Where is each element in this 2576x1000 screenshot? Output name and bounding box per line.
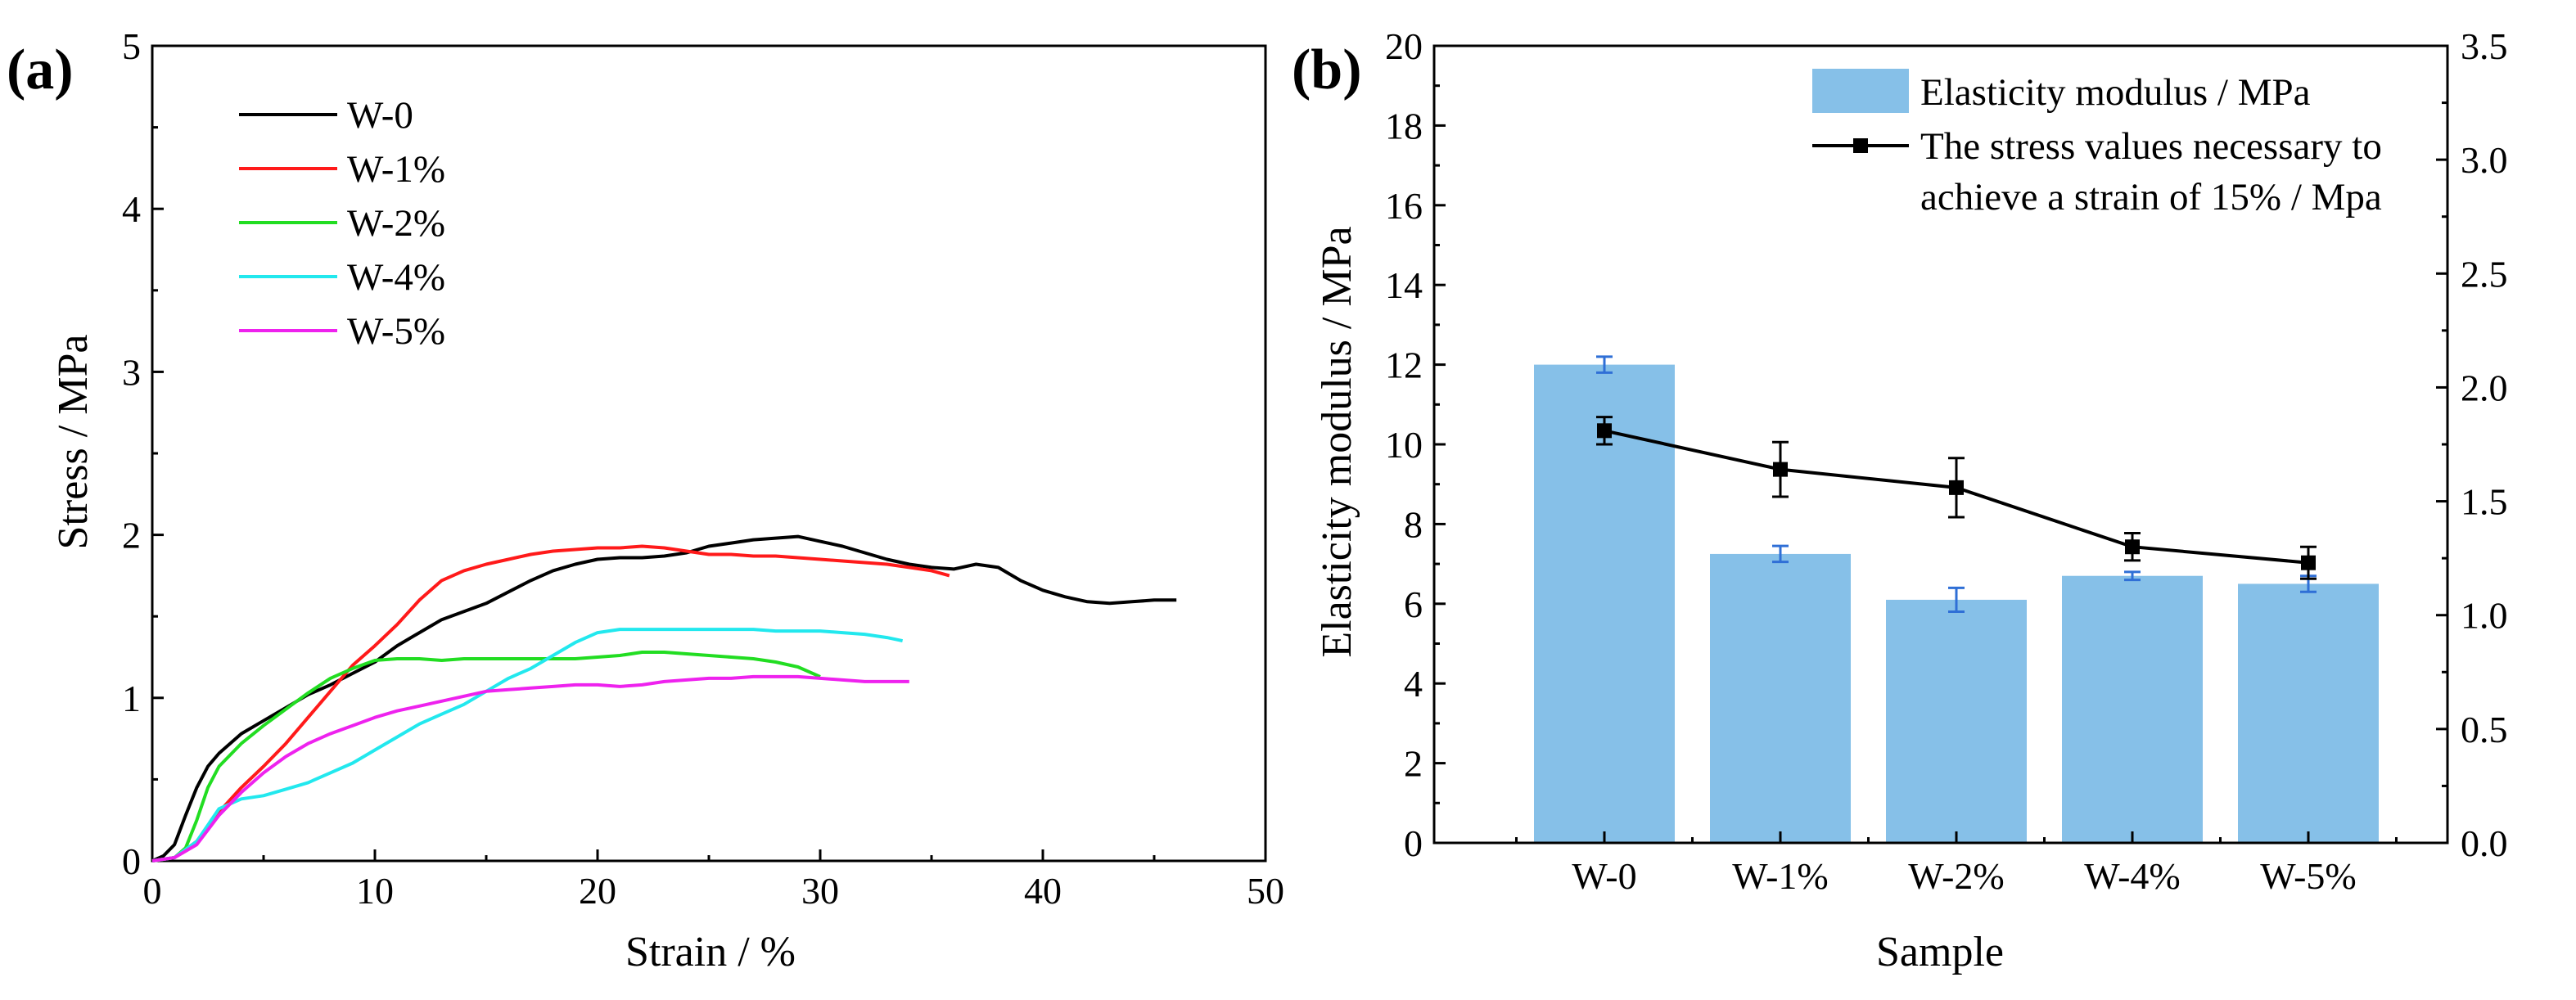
- legend-label-bar: Elasticity modulus / MPa: [1920, 71, 2311, 114]
- left-y-tick-label: 12: [1385, 345, 1423, 386]
- y-tick-label: 3: [122, 351, 141, 393]
- panel-b-x-axis-title: Sample: [1876, 929, 2004, 975]
- x-tick-label-W-0: W-0: [1572, 855, 1636, 897]
- y-tick-label: 0: [122, 840, 141, 882]
- left-y-tick-label: 2: [1404, 743, 1423, 785]
- legend-label-line-row: The stress values necessary to: [1920, 125, 2382, 168]
- bar-W-1%: [1710, 553, 1851, 843]
- x-tick-label-W-2%: W-2%: [1908, 855, 2005, 897]
- left-y-tick-label: 6: [1404, 583, 1423, 625]
- right-y-tick-label: 2.5: [2461, 253, 2508, 295]
- x-tick-label-W-5%: W-5%: [2260, 855, 2357, 897]
- left-y-tick-label: 20: [1385, 25, 1423, 67]
- x-tick-label: 0: [143, 870, 162, 912]
- legend-label-W-2%: W-2%: [347, 202, 445, 245]
- right-y-tick-label: 0.0: [2461, 822, 2508, 864]
- right-y-tick-label: 3.0: [2461, 139, 2508, 181]
- series-line-W-2%: [151, 651, 821, 863]
- x-tick-label: 30: [801, 870, 839, 912]
- panel-b-y-axis-title: Elasticity modulus / MPa: [1314, 226, 1360, 657]
- x-tick-label: 20: [579, 870, 616, 912]
- y-tick-label: 2: [122, 515, 141, 556]
- panel-b-label: (b): [1292, 38, 1362, 101]
- y-tick-label: 5: [122, 25, 141, 67]
- x-tick-label-W-4%: W-4%: [2084, 855, 2181, 897]
- series-line-W-1%: [151, 544, 950, 863]
- stress-marker-W-1%: [1773, 462, 1788, 477]
- left-y-tick-label: 18: [1385, 105, 1423, 146]
- legend-label-W-0: W-0: [347, 94, 413, 137]
- x-tick-label: 10: [356, 870, 394, 912]
- right-y-tick-label: 2.0: [2461, 367, 2508, 408]
- left-y-tick-label: 16: [1385, 185, 1423, 227]
- panel-a-y-axis-title: Stress / MPa: [50, 335, 97, 550]
- right-y-tick-label: 0.5: [2461, 709, 2508, 750]
- series-line-W-0: [151, 534, 1177, 863]
- right-y-tick-label: 1.5: [2461, 481, 2508, 523]
- series-line-W-4%: [151, 628, 904, 863]
- panel-a-x-axis-title: Strain / %: [625, 929, 796, 975]
- series-line-W-5%: [151, 674, 909, 863]
- panel-b-plot-area: 0 2 4 6 8 10 12 14 16 18 20 0.0 0.5 1.0 1.5 2.0 2.5 3.0 3.…: [1385, 25, 2508, 897]
- panel-a-plot-area: 0 10 20 30 40 50 0 1 2 3 4 5 W-0 W-1% W-2% W-4% W-5%: [122, 25, 1284, 912]
- legend-label-W-4%: W-4%: [347, 256, 445, 299]
- bar-W-2%: [1886, 599, 2027, 843]
- right-y-tick-label: 3.5: [2461, 25, 2508, 67]
- legend-label-line-row: achieve a strain of 15% / Mpa: [1920, 176, 2382, 218]
- left-y-tick-label: 4: [1404, 663, 1423, 705]
- bar-W-4%: [2062, 575, 2203, 843]
- panel-a-label: (a): [7, 38, 74, 101]
- legend-swatch-marker: [1853, 138, 1868, 153]
- y-tick-label: 1: [122, 678, 141, 719]
- left-y-tick-label: 0: [1404, 822, 1423, 864]
- left-y-tick-label: 8: [1404, 503, 1423, 545]
- stress-marker-W-4%: [2125, 539, 2140, 555]
- x-tick-label: 40: [1024, 870, 1062, 912]
- stress-marker-W-2%: [1949, 480, 1964, 495]
- panel-a-stress-strain-chart: (a) 0 10 20 30 40 50 0 1 2 3 4 5 W-0 W-1% W-2% W-4% W-5%…: [7, 25, 1284, 975]
- panel-b-modulus-chart: (b) 0 2 4 6 8 10 12 14 16 18 20 0.0 0.5 1.0 1.5 2.0 2.5 3…: [1292, 25, 2508, 975]
- stress-marker-W-0: [1597, 423, 1612, 439]
- legend-label-W-1%: W-1%: [347, 148, 445, 191]
- left-y-tick-label: 14: [1385, 264, 1423, 306]
- stress-marker-W-5%: [2301, 555, 2316, 570]
- legend-swatch-bar: [1812, 69, 1909, 113]
- legend-label-line: The stress values necessary to achieve a …: [1920, 125, 2382, 218]
- x-tick-label: 50: [1247, 870, 1284, 912]
- legend-label-W-5%: W-5%: [347, 310, 445, 353]
- bar-W-5%: [2238, 583, 2379, 843]
- x-tick-label-W-1%: W-1%: [1732, 855, 1829, 897]
- left-y-tick-label: 10: [1385, 424, 1423, 466]
- right-y-tick-label: 1.0: [2461, 595, 2508, 637]
- y-tick-label: 4: [122, 188, 141, 230]
